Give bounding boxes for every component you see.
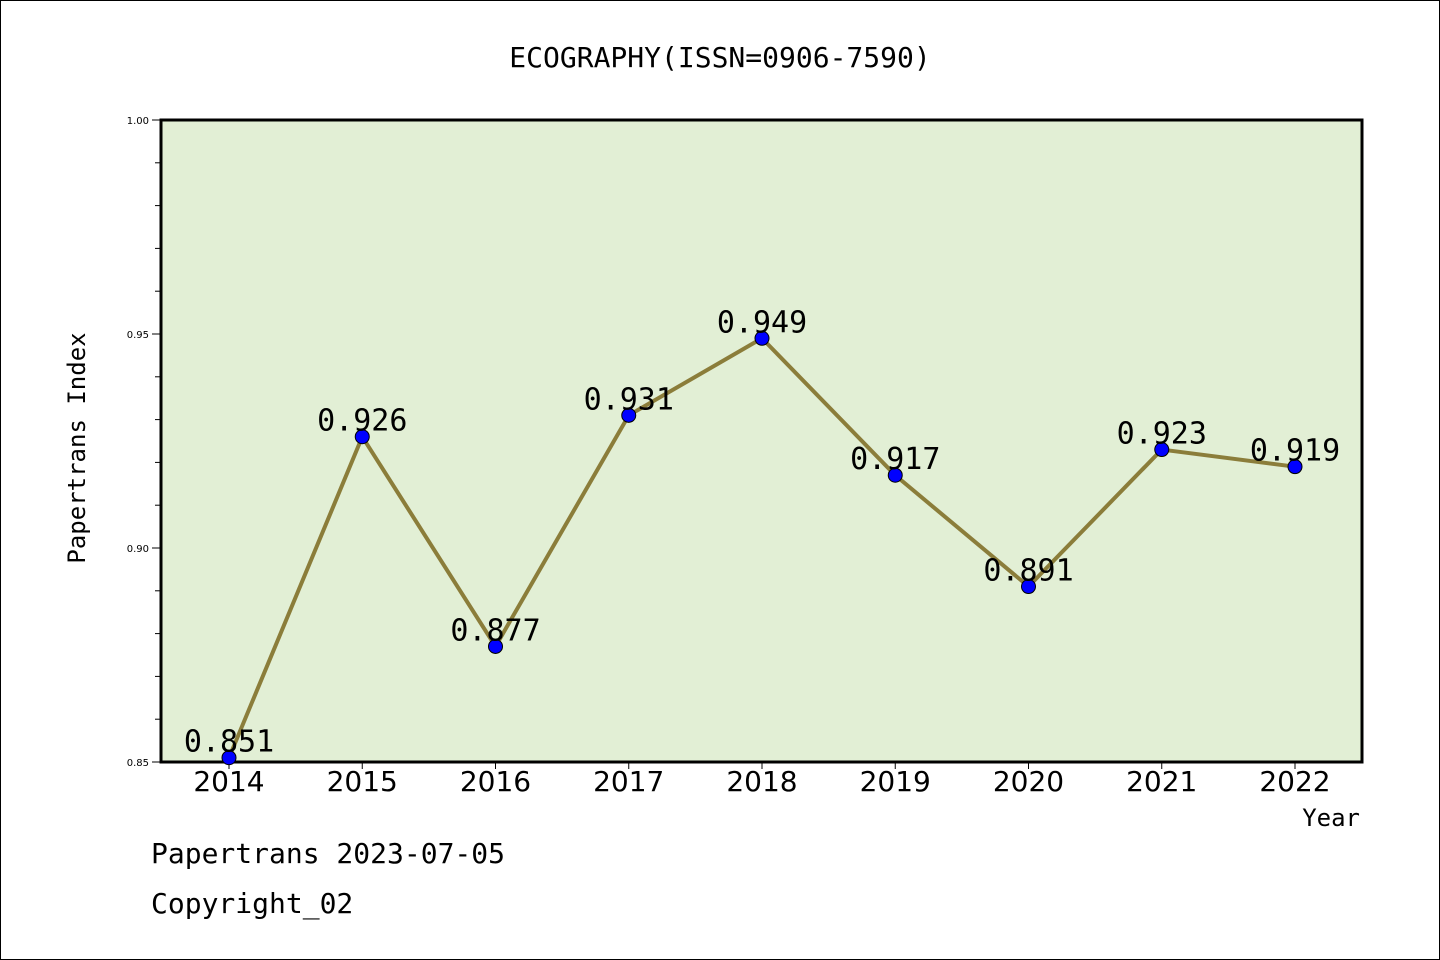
- footer-date-text: Papertrans 2023-07-05: [151, 837, 506, 870]
- data-labels: 0.851 0.926 0.877 0.931 0.949 0.917 0.891 0.923…: [184, 305, 1340, 759]
- y-tick-label: 0.95: [127, 330, 149, 341]
- footer-copyright-text: Copyright_02: [151, 887, 354, 920]
- data-label: 0.891: [983, 554, 1073, 589]
- data-point: [488, 638, 503, 654]
- x-axis-ticks: 2014 2015 2016 2017 2018 2019 2020 2021 2022: [193, 762, 1331, 798]
- data-point: [1154, 442, 1170, 458]
- y-tick-label: 1.00: [127, 116, 149, 127]
- chart-title: ECOGRAPHY(ISSN=0906-7590): [509, 41, 930, 74]
- x-tick-label: 2022: [1259, 765, 1330, 798]
- data-label: 0.926: [317, 404, 407, 439]
- data-label: 0.949: [717, 305, 807, 340]
- data-label: 0.931: [584, 382, 674, 417]
- data-label: 0.919: [1250, 434, 1340, 469]
- data-markers: [221, 330, 1303, 766]
- x-tick-label: 2018: [726, 765, 797, 798]
- x-tick-label: 2014: [193, 765, 264, 798]
- data-label: 0.877: [450, 613, 540, 648]
- y-tick-label: 0.90: [127, 544, 149, 555]
- x-tick-label: 2020: [993, 765, 1064, 798]
- y-axis-ticks: 0.85 0.90 0.95 1.00: [127, 116, 161, 769]
- data-point: [221, 750, 237, 766]
- data-point: [354, 429, 370, 445]
- y-axis-label: Papertrans Index: [63, 332, 91, 563]
- data-point: [1021, 579, 1036, 595]
- data-point: [754, 330, 770, 346]
- x-tick-label: 2016: [460, 765, 531, 798]
- x-tick-label: 2019: [860, 765, 931, 798]
- data-label: 0.851: [184, 725, 274, 760]
- data-point: [1287, 459, 1303, 475]
- data-point: [887, 467, 903, 483]
- data-point: [621, 407, 637, 423]
- x-tick-label: 2015: [327, 765, 398, 798]
- x-axis-label: Year: [1302, 804, 1360, 832]
- data-label: 0.923: [1117, 417, 1207, 452]
- x-tick-label: 2021: [1126, 765, 1197, 798]
- data-label: 0.917: [850, 442, 940, 477]
- x-tick-label: 2017: [593, 765, 664, 798]
- y-tick-label: 0.85: [127, 758, 149, 769]
